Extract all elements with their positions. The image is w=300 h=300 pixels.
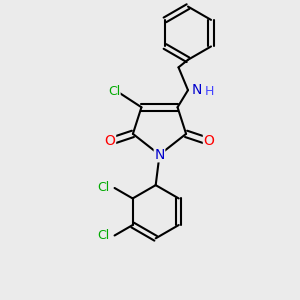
Text: O: O [203, 134, 214, 148]
Text: Cl: Cl [98, 229, 110, 242]
Text: N: N [192, 83, 202, 97]
Text: Cl: Cl [98, 182, 110, 194]
Text: N: N [154, 148, 165, 162]
Text: Cl: Cl [108, 85, 120, 98]
Text: H: H [205, 85, 214, 98]
Text: O: O [105, 134, 116, 148]
